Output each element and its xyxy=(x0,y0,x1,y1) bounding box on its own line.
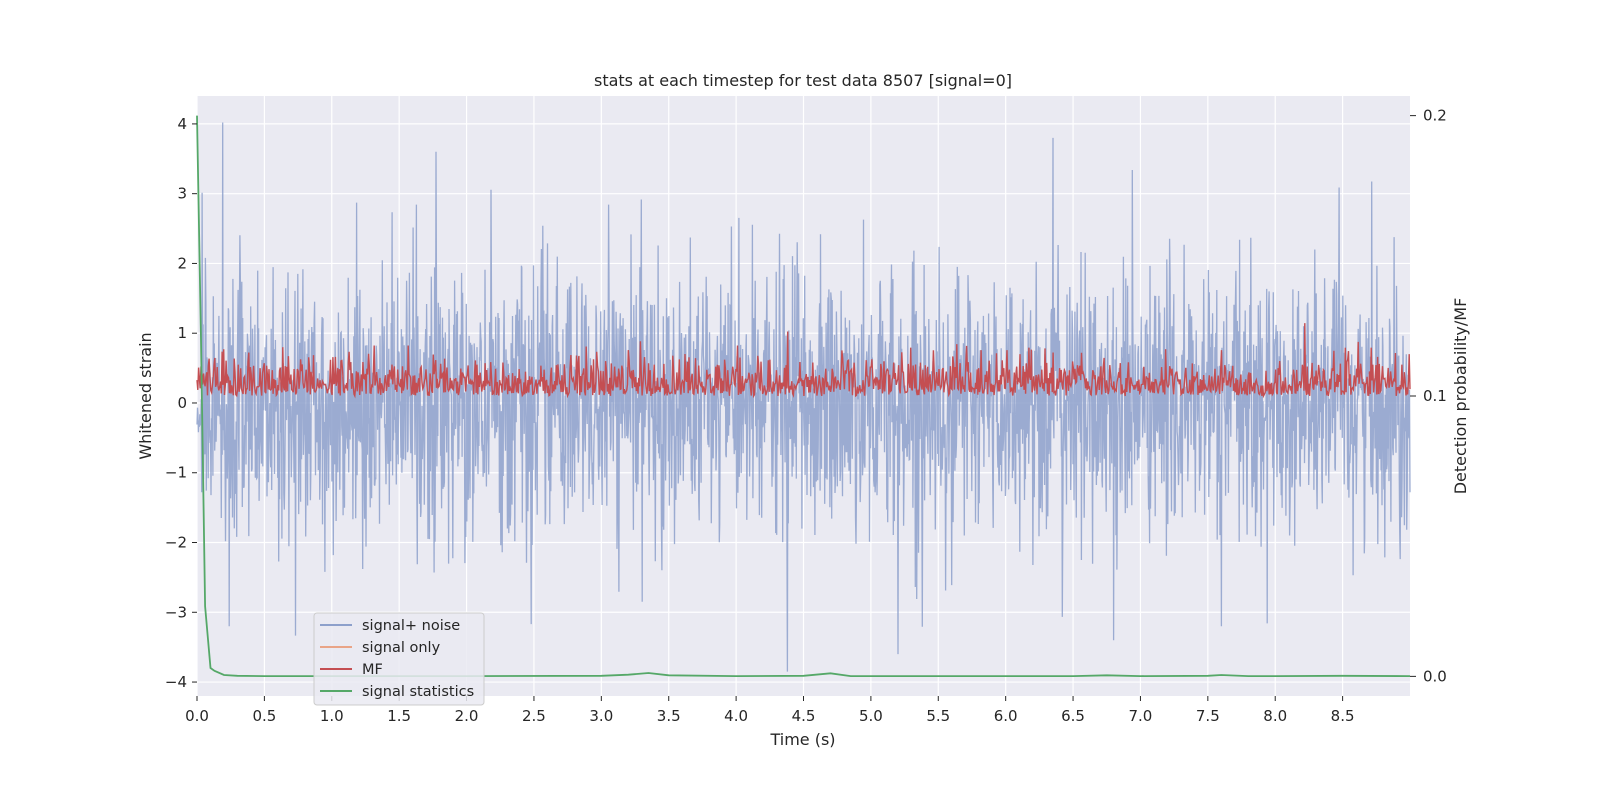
y-tick-label: −1 xyxy=(165,464,187,482)
x-tick-label: 6.0 xyxy=(994,707,1018,725)
x-tick-label: 0.5 xyxy=(252,707,276,725)
series-layer xyxy=(196,115,1411,678)
x-tick-label: 2.0 xyxy=(455,707,479,725)
y-tick-label: 1 xyxy=(177,324,187,342)
y-tick-label: −4 xyxy=(165,673,187,691)
x-tick-label: 8.0 xyxy=(1263,707,1287,725)
y-tick-label: 2 xyxy=(177,254,187,272)
y2-tick-label: 0.2 xyxy=(1423,107,1447,125)
x-tick-label: 8.5 xyxy=(1331,707,1355,725)
y2-tick-label: 0.1 xyxy=(1423,387,1447,405)
x-tick-label: 3.5 xyxy=(657,707,681,725)
x-tick-label: 5.0 xyxy=(859,707,883,725)
y-tick-label: 3 xyxy=(177,185,187,203)
legend-box xyxy=(313,612,485,706)
y2-tick-label: 0.0 xyxy=(1423,667,1447,685)
axes-layer: 0.0 0.5 1.0 1.5 2.0 2.5 3.0 3.5 4.0 4.5 5.0 5.5 6.0 6… xyxy=(165,107,1447,725)
legend-label: signal only xyxy=(362,640,441,656)
x-tick-label: 1.5 xyxy=(387,707,411,725)
x-tick-label: 2.5 xyxy=(522,707,546,725)
chart-title: stats at each timestep for test data 850… xyxy=(594,71,1012,90)
x-tick-label: 5.5 xyxy=(926,707,950,725)
x-tick-label: 7.0 xyxy=(1129,707,1153,725)
x-tick-label: 1.0 xyxy=(320,707,344,725)
legend-label: signal statistics xyxy=(362,684,474,700)
x-tick-label: 0.0 xyxy=(185,707,209,725)
x-axis-label: Time (s) xyxy=(769,730,835,749)
legend-label: signal+ noise xyxy=(362,618,460,634)
y-tick-label: −2 xyxy=(165,534,187,552)
x-tick-label: 7.5 xyxy=(1196,707,1220,725)
legend-label: MF xyxy=(362,662,383,678)
y2-axis-label: Detection probability/MF xyxy=(1451,298,1470,495)
legend: signal+ noise signal only MF signal statist… xyxy=(313,612,485,706)
x-tick-label: 4.0 xyxy=(724,707,748,725)
y-tick-label: −3 xyxy=(165,603,187,621)
series-signal-noise-line xyxy=(196,122,1411,672)
y-tick-label: 0 xyxy=(177,394,187,412)
y-axis-label: Whitened strain xyxy=(136,332,155,459)
y-tick-label: 4 xyxy=(177,115,187,133)
series-signal-statistics-line xyxy=(196,115,1411,678)
x-tick-label: 6.5 xyxy=(1061,707,1085,725)
x-tick-label: 4.5 xyxy=(792,707,816,725)
x-tick-label: 3.0 xyxy=(589,707,613,725)
series-mf-line xyxy=(196,323,1411,399)
